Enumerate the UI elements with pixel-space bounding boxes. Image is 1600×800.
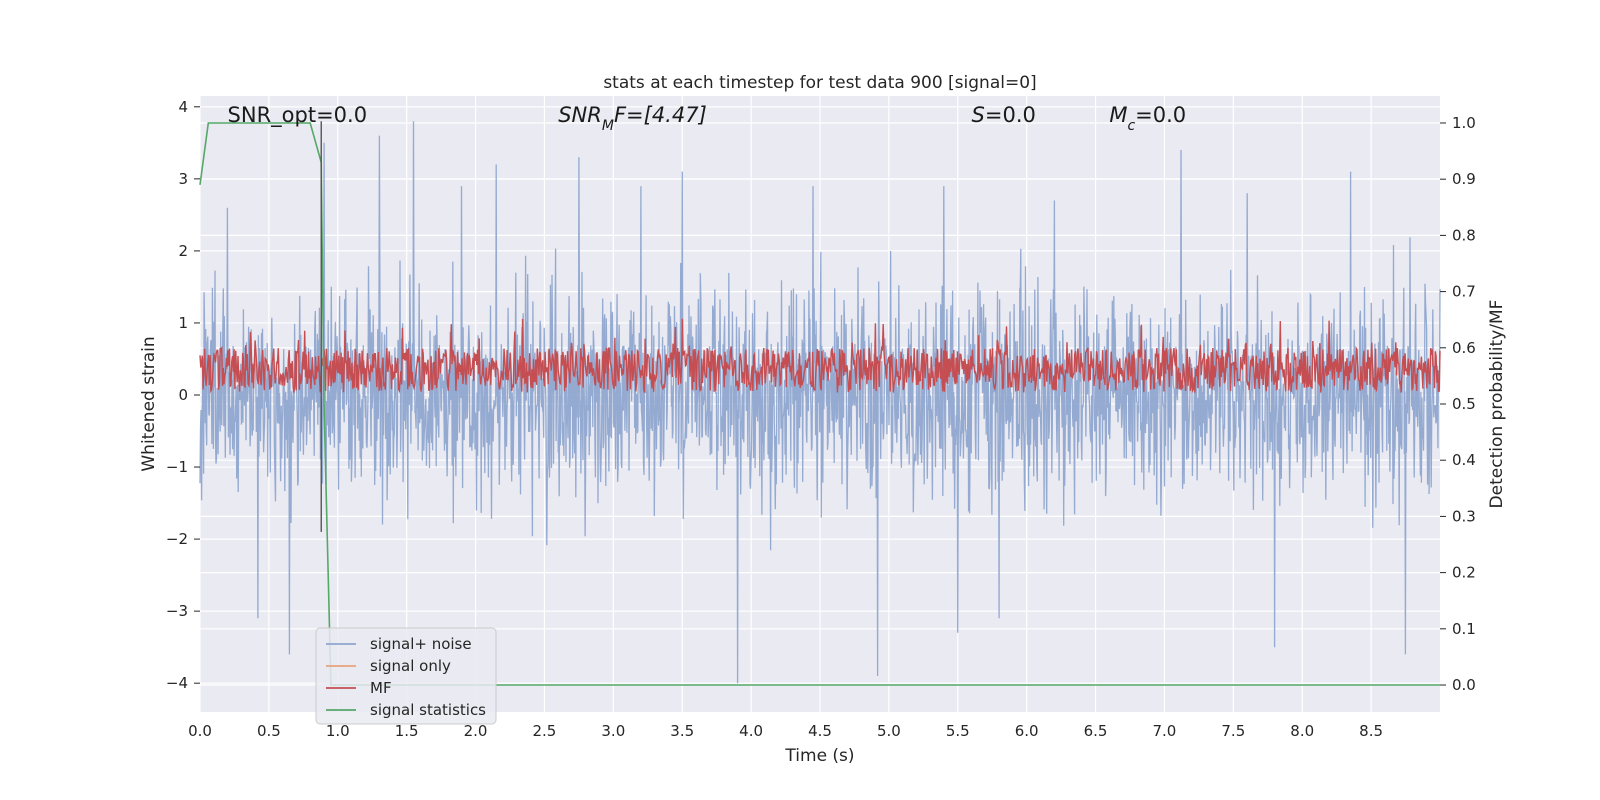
x-tick-label: 6.0	[1015, 722, 1039, 740]
y2-tick-label: 0.3	[1452, 507, 1476, 525]
y2-tick-label: 0.7	[1452, 283, 1476, 301]
y2-tick-label: 0.0	[1452, 676, 1476, 694]
x-tick-label: 0.0	[188, 722, 212, 740]
y-tick-label: 3	[178, 170, 188, 188]
annotation-value: =0.0	[1135, 103, 1186, 127]
legend-entry: signal+ noise	[370, 635, 472, 653]
chart-title: stats at each timestep for test data 900…	[603, 73, 1036, 93]
x-tick-label: 5.5	[946, 722, 970, 740]
x-tick-label: 1.5	[395, 722, 419, 740]
legend-box	[315, 627, 497, 725]
y2-tick-label: 0.5	[1452, 395, 1476, 413]
y-tick-label: −3	[166, 602, 188, 620]
series-mf	[199, 318, 1441, 394]
y2-tick-label: 0.4	[1452, 451, 1476, 469]
annotation-value: =0.0	[985, 103, 1036, 127]
y2-tick-label: 0.1	[1452, 620, 1476, 638]
annotations: SNR_opt=0.0 SNRMF=[4.47] S=0.0 Mc=0.0	[228, 103, 1187, 134]
y-tick-label: −2	[166, 530, 188, 548]
x-tick-label: 3.5	[670, 722, 694, 740]
x-tick-label: 2.5	[533, 722, 557, 740]
x-tick-label: 7.5	[1221, 722, 1245, 740]
annotation-value: F=[4.47]	[614, 103, 707, 127]
x-tick-label: 4.0	[739, 722, 763, 740]
annotation-text: SNR_opt=0.0	[228, 103, 368, 128]
y-tick-label: −4	[166, 674, 188, 692]
y-tick-label: 0	[178, 386, 188, 404]
annotation-text: SNR	[558, 103, 602, 127]
x-tick-label: 2.0	[464, 722, 488, 740]
annotation-snr-opt: SNR_opt=0.0	[228, 103, 368, 128]
x-tick-label: 3.0	[601, 722, 625, 740]
x-tick-label: 4.5	[808, 722, 832, 740]
x-tick-label: 1.0	[326, 722, 350, 740]
annotation-subscript: M	[602, 118, 614, 134]
x-axis-label: Time (s)	[784, 746, 854, 766]
legend-entry: signal only	[370, 657, 451, 675]
legend-entry: MF	[370, 679, 392, 697]
x-tick-label: 8.0	[1290, 722, 1314, 740]
ticks: 0.0 0.5 1.0 1.5 2.0 2.5 3.0 3.5 4.0 4.5 5.0 5.5 6.0 6…	[166, 98, 1476, 740]
y2-tick-label: 1.0	[1452, 114, 1476, 132]
legend-entry: signal statistics	[370, 701, 486, 719]
y-tick-label: 4	[178, 98, 188, 116]
y2-tick-label: 0.8	[1452, 226, 1476, 244]
legend: signal+ noise signal only MF signal statist…	[315, 627, 497, 725]
y2-tick-label: 0.9	[1452, 170, 1476, 188]
y-tick-label: −1	[166, 458, 188, 476]
y-tick-label: 2	[178, 242, 188, 260]
y2-axis-label: Detection probability/MF	[1487, 300, 1507, 509]
annotation-snr-mf: SNRMF=[4.47]	[558, 103, 707, 134]
annotation-text: M	[1109, 103, 1127, 127]
y2-tick-label: 0.2	[1452, 564, 1476, 582]
x-tick-label: 6.5	[1084, 722, 1108, 740]
x-tick-label: 0.5	[257, 722, 281, 740]
annotation-text: S	[972, 103, 985, 127]
annotation-mc: Mc=0.0	[1109, 103, 1186, 134]
y-tick-label: 1	[178, 314, 188, 332]
x-tick-label: 5.0	[877, 722, 901, 740]
y2-tick-label: 0.6	[1452, 339, 1476, 357]
y-axis-label: Whitened strain	[139, 336, 159, 471]
annotation-s: S=0.0	[972, 103, 1036, 127]
x-tick-label: 8.5	[1359, 722, 1383, 740]
x-tick-label: 7.0	[1153, 722, 1177, 740]
annotation-subscript: c	[1127, 118, 1135, 134]
